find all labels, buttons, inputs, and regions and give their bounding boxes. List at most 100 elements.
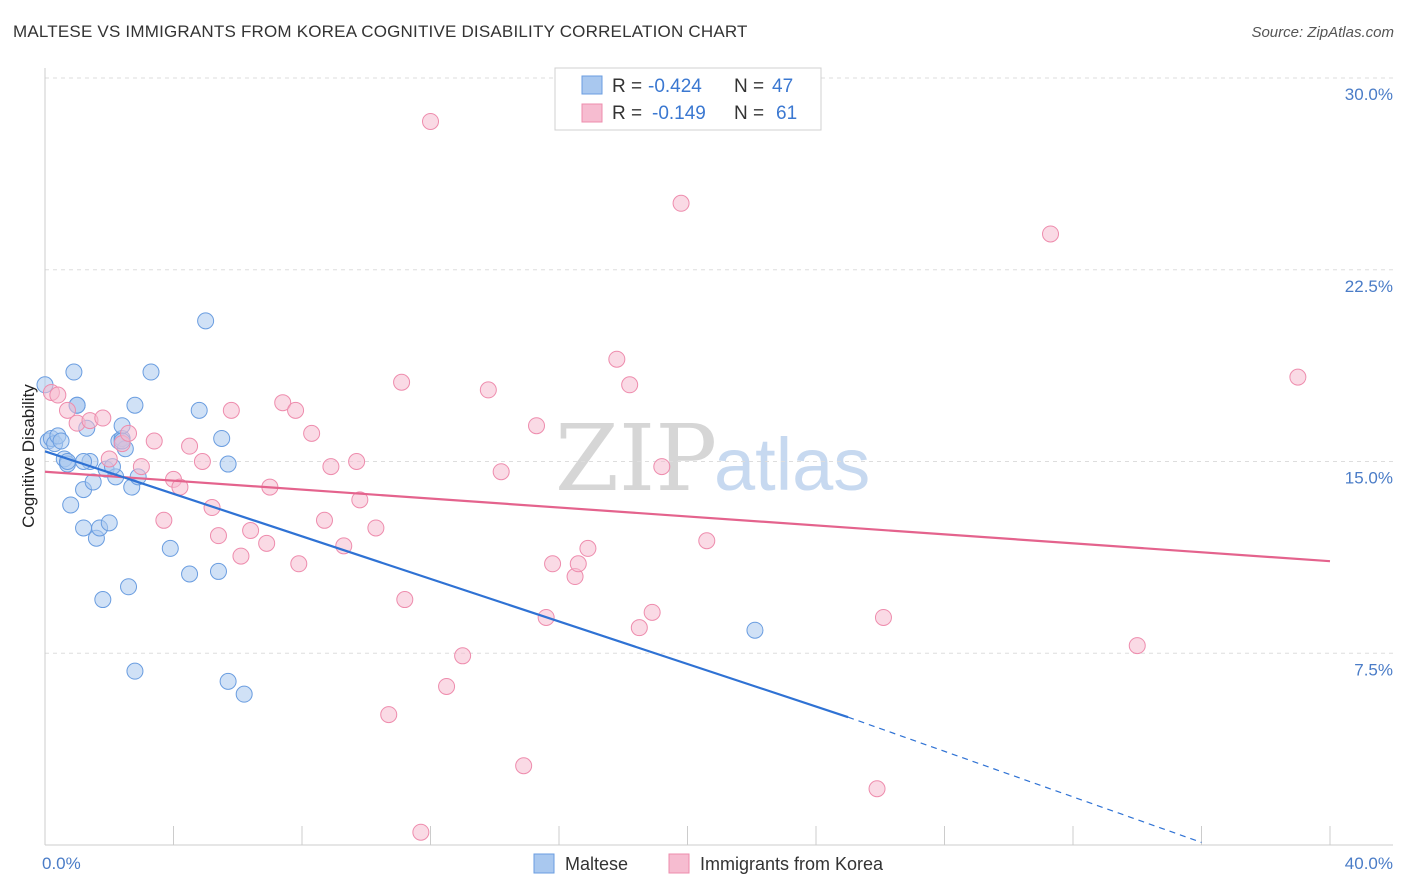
y-tick-label: 15.0%: [1345, 469, 1393, 488]
korea-point: [242, 522, 260, 540]
tick-labels: 7.5% 15.0% 22.5% 30.0% 0.0% 40.0%: [42, 85, 1393, 873]
korea-point: [1128, 637, 1146, 655]
legend-r-value-1: -0.424: [648, 76, 702, 97]
korea-point: [348, 453, 366, 470]
korea-point: [367, 519, 385, 537]
korea-point: [155, 511, 173, 529]
bottom-legend-korea: Immigrants from Korea: [700, 854, 884, 874]
maltese-point: [120, 578, 138, 596]
maltese-point: [62, 496, 80, 514]
korea-point: [1289, 368, 1307, 386]
korea-point: [232, 547, 250, 565]
korea-point: [58, 401, 76, 419]
maltese-point: [190, 401, 208, 419]
korea-point: [393, 373, 411, 391]
legend-n-label-1: N =: [734, 76, 764, 97]
korea-point: [438, 677, 456, 695]
korea-point: [258, 534, 276, 552]
korea-point: [515, 757, 533, 775]
korea-trend-line: [44, 470, 1331, 563]
korea-point: [209, 527, 227, 545]
legend-n-label-2: N =: [734, 103, 764, 124]
korea-point: [454, 647, 472, 665]
y-tick-label: 30.0%: [1345, 85, 1393, 104]
legend-n-value-2: 61: [776, 103, 797, 124]
legend-swatch-maltese: [581, 75, 603, 95]
korea-point: [412, 823, 430, 841]
x-tick-label-min: 0.0%: [42, 854, 81, 873]
maltese-point: [52, 432, 70, 450]
maltese-point: [100, 514, 118, 532]
korea-point: [380, 706, 398, 724]
maltese-point: [746, 621, 764, 639]
korea-point: [303, 424, 321, 442]
maltese-point: [94, 591, 112, 609]
korea-point: [643, 603, 661, 621]
korea-point: [868, 780, 886, 798]
korea-point: [492, 463, 510, 481]
maltese-point: [161, 539, 179, 557]
maltese-point: [213, 429, 231, 447]
watermark-zip: ZIP: [555, 405, 717, 512]
korea-point: [569, 555, 587, 573]
korea-point: [1042, 225, 1060, 243]
maltese-point: [84, 473, 102, 491]
korea-point: [132, 458, 150, 476]
korea-point: [193, 453, 211, 470]
korea-points: [42, 112, 1307, 841]
korea-point: [672, 194, 690, 212]
bottom-legend-swatch-maltese: [533, 853, 555, 874]
trend-lines: [44, 450, 1331, 844]
korea-point: [396, 591, 414, 609]
maltese-point: [197, 312, 215, 330]
legend-r-value-2: -0.149: [652, 103, 706, 124]
maltese-point: [219, 672, 237, 690]
stats-legend: R = -0.424 N = 47 R = -0.149 N = 61: [554, 67, 822, 131]
korea-point: [479, 381, 497, 399]
y-axis-label: Cognitive Disability: [19, 384, 38, 528]
bottom-legend-swatch-korea: [668, 853, 690, 874]
legend-r-label-2: R =: [612, 103, 642, 124]
chart-source: Source: ZipAtlas.com: [1251, 24, 1394, 41]
maltese-trend-line: [44, 450, 849, 719]
korea-point: [621, 376, 639, 394]
y-tick-label: 7.5%: [1354, 660, 1393, 679]
korea-point: [579, 539, 597, 557]
maltese-point: [209, 562, 227, 580]
y-tick-label: 22.5%: [1345, 277, 1393, 296]
axes: [44, 68, 1393, 846]
series-legend: Maltese Immigrants from Korea: [533, 853, 884, 874]
maltese-point: [126, 396, 144, 414]
maltese-point: [65, 363, 83, 381]
korea-point: [100, 450, 118, 468]
korea-point: [351, 491, 369, 509]
maltese-point: [235, 685, 253, 703]
korea-point: [274, 394, 292, 412]
maltese-point: [181, 565, 199, 583]
korea-point: [315, 511, 333, 529]
bottom-legend-maltese: Maltese: [565, 854, 628, 874]
legend-r-label-1: R =: [612, 76, 642, 97]
x-tick-label-max: 40.0%: [1345, 854, 1393, 873]
maltese-point: [126, 662, 144, 680]
korea-point: [49, 386, 67, 404]
korea-point: [422, 112, 439, 130]
korea-point: [874, 608, 892, 626]
korea-point: [698, 532, 716, 550]
legend-n-value-1: 47: [772, 76, 793, 97]
legend-swatch-korea: [581, 103, 603, 123]
korea-point: [653, 458, 671, 476]
korea-point: [181, 437, 199, 455]
chart-title: MALTESE VS IMMIGRANTS FROM KOREA COGNITI…: [13, 22, 748, 41]
korea-point: [145, 432, 163, 450]
korea-point: [94, 409, 112, 427]
watermark-atlas: atlas: [714, 423, 870, 506]
maltese-point: [142, 363, 160, 381]
korea-point: [290, 555, 308, 573]
korea-point: [608, 350, 626, 368]
korea-point: [287, 401, 305, 419]
maltese-point: [219, 455, 237, 473]
maltese-point: [75, 519, 93, 537]
korea-point: [120, 424, 138, 442]
